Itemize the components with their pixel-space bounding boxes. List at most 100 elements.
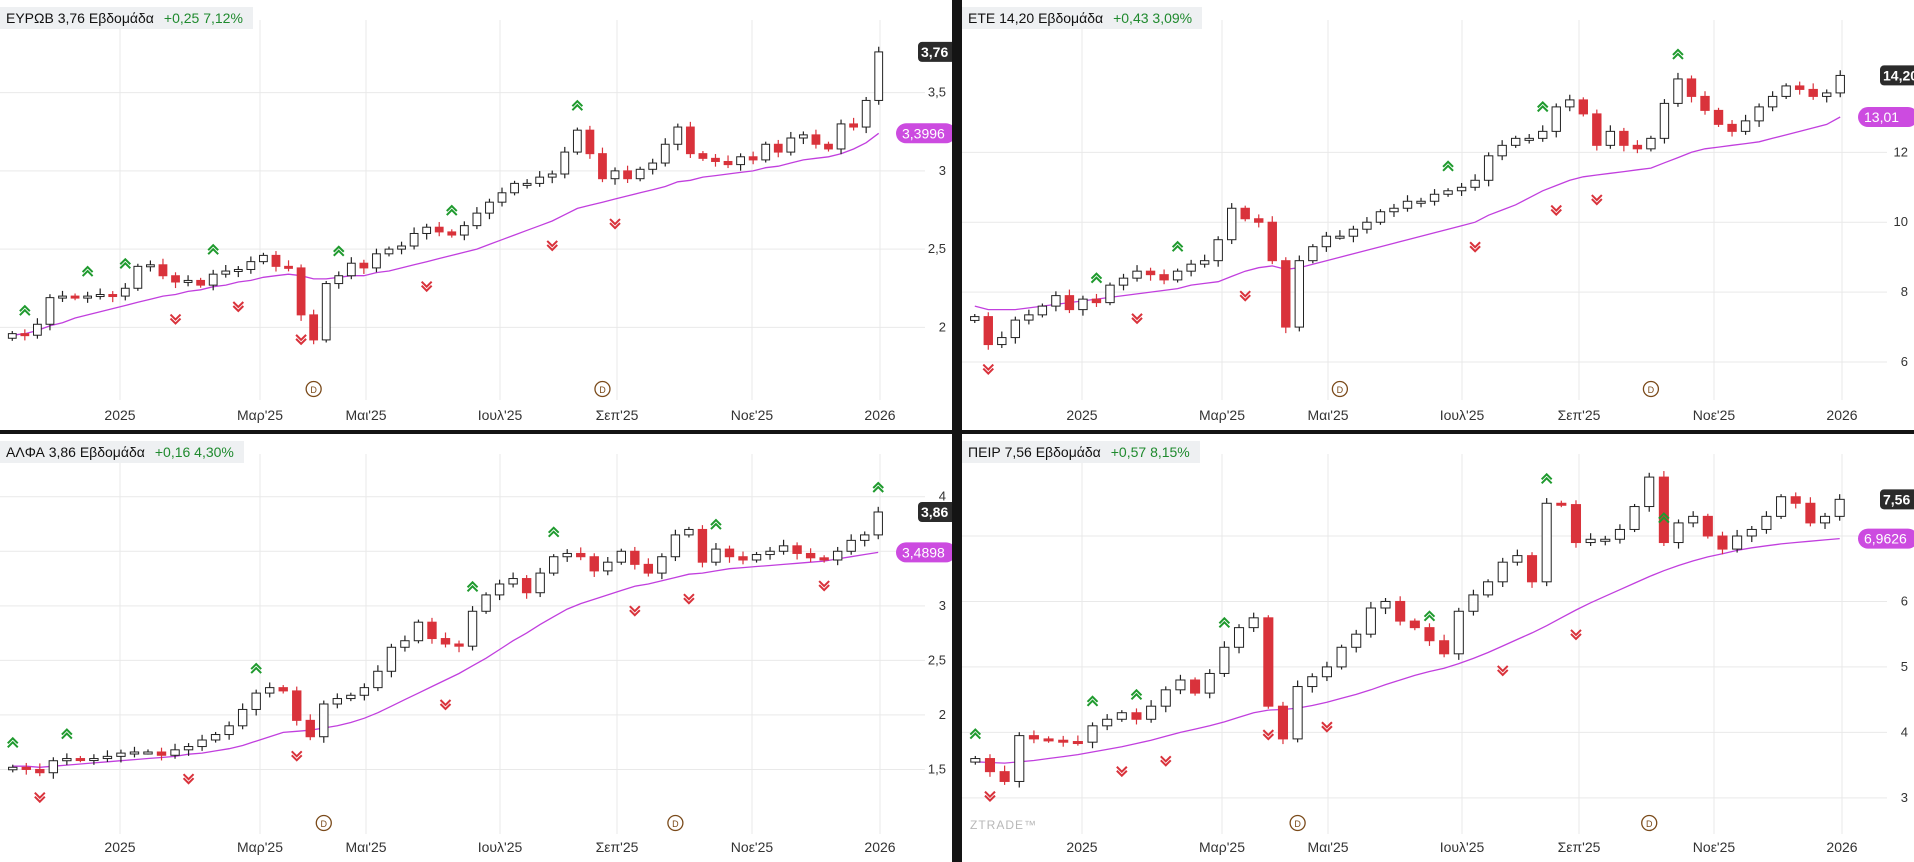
buy-arrow-icon (1442, 160, 1454, 172)
x-tick-label-alfa: Μαι'25 (345, 839, 386, 855)
candle-alfa (89, 754, 99, 765)
candle-ete (997, 331, 1007, 349)
candle-peir (1175, 674, 1186, 695)
sell-arrow-icon (169, 313, 182, 325)
dividend-marker-icon[interactable]: D (305, 380, 322, 398)
candle-alfa (170, 743, 180, 759)
candle-eurob (284, 260, 293, 272)
candle-ete (1619, 127, 1629, 152)
candle-ete (1308, 244, 1318, 264)
candle-ete (1727, 120, 1737, 137)
candle-peir (1219, 641, 1230, 677)
candle-peir (1321, 661, 1332, 682)
y-tick-label-ete: 10 (1894, 214, 1908, 229)
sell-arrow-icon (683, 593, 695, 605)
candle-eurob (95, 288, 105, 300)
candle-ete (1186, 259, 1196, 277)
ma-value-badge (1858, 107, 1914, 128)
candle-ete (1064, 289, 1075, 314)
candle-peir (1556, 500, 1567, 508)
candle-ete (1267, 216, 1277, 265)
sell-arrow-icon (1160, 755, 1172, 767)
x-tick-label-ete: Σεπ'25 (1558, 407, 1601, 423)
candle-eurob (409, 227, 419, 250)
candle-ete (1294, 255, 1305, 332)
candle-ete (1524, 134, 1534, 144)
candle-eurob (397, 241, 406, 255)
dividend-marker-icon[interactable]: D (1642, 380, 1660, 398)
candle-ete (1538, 125, 1548, 142)
candle-ete (1429, 189, 1440, 206)
candle-alfa (873, 506, 883, 540)
candle-alfa (427, 617, 437, 644)
chart-panel-alfa[interactable]: 43,532,521,52025Μαρ'25Μαι'25Ιουλ'25Σεπ'2… (0, 434, 952, 862)
dividend-marker-icon[interactable]: D (1641, 814, 1658, 832)
dividend-marker-icon[interactable]: D (594, 380, 611, 398)
candle-ete (1024, 309, 1034, 325)
y-tick-label-ete: 8 (1901, 284, 1908, 299)
candle-peir (1204, 669, 1215, 699)
chart-header-eurob: ΕΥΡΩΒ 3,76 Εβδομάδα +0,25 7,12% (0, 7, 253, 29)
chart-panel-peir[interactable]: 765432025Μαρ'25Μαι'25Ιουλ'25Σεπ'25Νοε'25… (962, 434, 1914, 862)
candle-ete (1754, 103, 1764, 127)
candle-alfa (576, 547, 586, 561)
buy-arrow-icon (571, 99, 584, 111)
candle-alfa (292, 686, 302, 726)
candle-alfa (143, 749, 153, 755)
candle-eurob (623, 165, 632, 184)
change-eurob: +0,25 7,12% (163, 10, 243, 26)
buy-arrow-icon (250, 662, 262, 674)
x-tick-label-ete: Μαρ'25 (1199, 407, 1245, 423)
candle-ete (1159, 269, 1169, 285)
sell-arrow-icon (439, 699, 452, 711)
y-tick-label-alfa: 1,5 (928, 761, 946, 776)
buy-arrow-icon (1658, 512, 1670, 524)
candle-peir (1409, 618, 1420, 631)
candle-alfa (697, 525, 708, 568)
candle-eurob (824, 141, 833, 152)
candle-eurob (635, 166, 645, 182)
y-tick-label-eurob: 3,5 (928, 85, 946, 100)
candle-peir (1453, 607, 1464, 660)
candle-peir (1644, 472, 1655, 512)
last-price-label-alfa: 3,86 (921, 504, 948, 520)
buy-arrow-icon (1218, 616, 1231, 628)
sell-arrow-icon (609, 218, 621, 230)
candle-eurob (146, 260, 155, 272)
candle-alfa (751, 551, 762, 563)
x-tick-label-eurob: Μαι'25 (345, 407, 386, 423)
candle-ete (1227, 203, 1237, 245)
candle-peir (1688, 511, 1699, 528)
chart-panel-ete[interactable]: 12 10 8 6 2025 Μαρ'25 Μαι'25 Ιουλ'25 Σεπ'25 Νοε'2… (962, 0, 1914, 430)
moving-average-line-eurob (12, 132, 880, 336)
dividend-marker-icon[interactable]: D (1331, 380, 1349, 398)
y-tick-label-alfa: 2 (939, 707, 946, 722)
dividend-marker-icon[interactable]: D (667, 814, 684, 832)
candle-alfa (494, 579, 505, 601)
candle-ete (1822, 89, 1832, 103)
candle-ete (1767, 91, 1778, 112)
candle-peir (1072, 735, 1083, 746)
candle-peir (1190, 677, 1201, 696)
chart-panel-eurob[interactable]: 3,5 3 2,5 2 2025 Μαρ'25 Μαι'25 Ιουλ'25 Σεπ'25 Νοε… (0, 0, 952, 430)
x-tick-label-ete: 2026 (1826, 407, 1857, 423)
price-peir: 7,56 (1004, 444, 1032, 460)
candle-ete (970, 314, 980, 324)
x-tick-label-eurob: Ιουλ'25 (478, 407, 523, 423)
candle-peir (1541, 498, 1552, 587)
dividend-marker-icon[interactable]: D (315, 814, 332, 832)
sell-arrow-icon (420, 280, 433, 293)
candle-alfa (400, 635, 410, 652)
candle-eurob (598, 147, 607, 183)
candle-peir (1439, 634, 1450, 658)
candle-ete (1132, 265, 1142, 282)
candle-peir (1585, 533, 1596, 547)
sell-arrow-icon (982, 363, 994, 375)
candle-ete (1362, 217, 1372, 234)
candle-ete (1091, 293, 1102, 307)
sell-arrow-icon (1497, 665, 1509, 677)
buy-arrow-icon (207, 243, 219, 255)
dividend-marker-icon[interactable]: D (1289, 814, 1306, 832)
y-tick-label-alfa: 3 (939, 598, 946, 613)
candle-peir (1629, 503, 1640, 533)
